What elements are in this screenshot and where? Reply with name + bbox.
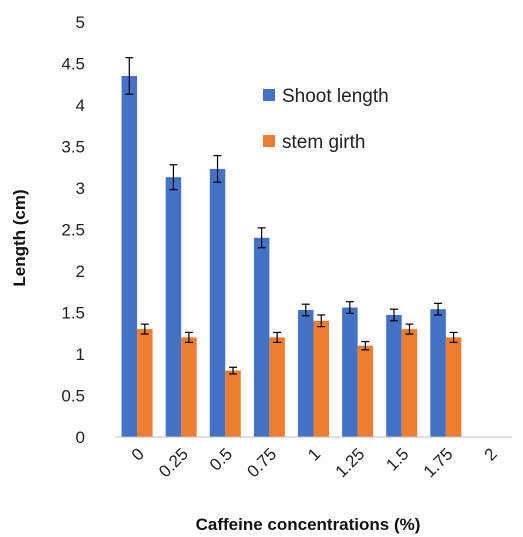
error-bar <box>317 314 326 328</box>
legend-swatch <box>263 135 275 147</box>
y-tick-label: 5 <box>76 13 85 32</box>
error-bar <box>389 308 398 322</box>
stem-girth-bar <box>357 345 374 437</box>
error-bar <box>405 323 414 335</box>
y-tick-label: 2 <box>76 262 85 281</box>
legend-item: stem girth <box>263 132 365 153</box>
x-tick-label: 0 <box>128 444 148 464</box>
x-axis-title: Caffeine concentrations (%) <box>196 515 421 534</box>
error-bar <box>140 323 149 335</box>
y-tick-label: 4.5 <box>61 55 85 74</box>
shoot-length-bar <box>386 314 402 437</box>
error-bars <box>125 57 458 375</box>
error-bar <box>273 331 282 343</box>
bars <box>121 75 462 437</box>
x-tick-label: 0.75 <box>243 444 280 481</box>
shoot-length-bar <box>298 310 314 437</box>
y-tick-label: 1 <box>76 345 85 364</box>
y-axis-title: Length (cm) <box>10 189 29 286</box>
error-bar <box>213 155 222 183</box>
error-bar <box>257 227 266 249</box>
error-bar <box>449 331 458 343</box>
stem-girth-bar <box>181 337 197 437</box>
shoot-length-bar <box>121 75 138 437</box>
error-bar <box>345 301 354 314</box>
shoot-length-bar <box>342 307 358 437</box>
y-tick-label: 4 <box>76 96 85 115</box>
legend-label: Shoot length <box>282 86 389 107</box>
y-tick-label: 0.5 <box>61 387 85 406</box>
shoot-length-bar <box>430 309 446 437</box>
x-axis-ticks: 0 0.25 0.5 0.75 1 1.25 1.5 1.75 2 <box>128 444 501 481</box>
stem-girth-bar <box>269 337 285 437</box>
x-tick-label: 1.75 <box>420 444 457 481</box>
error-bar <box>184 331 193 343</box>
y-axis-ticks: 0 0.5 1 1.5 2 2.5 3 3.5 4 4.5 5 <box>61 13 85 447</box>
y-tick-label: 0 <box>76 428 85 447</box>
shoot-length-bar <box>209 168 226 437</box>
stem-girth-bar <box>401 329 418 437</box>
error-bar <box>361 340 370 351</box>
shoot-length-bar <box>253 237 270 437</box>
x-tick-label: 1.25 <box>332 444 369 481</box>
stem-girth-bar <box>445 337 462 437</box>
legend: Shoot length stem girth <box>263 86 389 153</box>
error-bar <box>301 303 310 317</box>
x-tick-label: 0.25 <box>155 444 192 481</box>
y-tick-label: 2.5 <box>61 221 85 240</box>
y-tick-label: 3 <box>76 179 85 198</box>
y-tick-label: 3.5 <box>61 138 85 157</box>
legend-item: Shoot length <box>263 86 389 107</box>
legend-swatch <box>263 89 275 101</box>
shoot-length-bar <box>165 177 182 437</box>
y-tick-label: 1.5 <box>61 304 85 323</box>
stem-girth-bar <box>225 370 241 437</box>
x-tick-label: 2 <box>481 444 501 464</box>
error-bar <box>434 302 443 316</box>
legend-label: stem girth <box>282 132 365 153</box>
error-bar <box>229 366 238 375</box>
error-bar <box>169 164 178 191</box>
x-tick-label: 0.5 <box>206 444 236 474</box>
x-tick-label: 1 <box>304 444 324 464</box>
x-tick-label: 1.5 <box>382 444 412 474</box>
error-bar <box>125 57 134 95</box>
stem-girth-bar <box>313 320 329 437</box>
stem-girth-bar <box>137 329 153 437</box>
